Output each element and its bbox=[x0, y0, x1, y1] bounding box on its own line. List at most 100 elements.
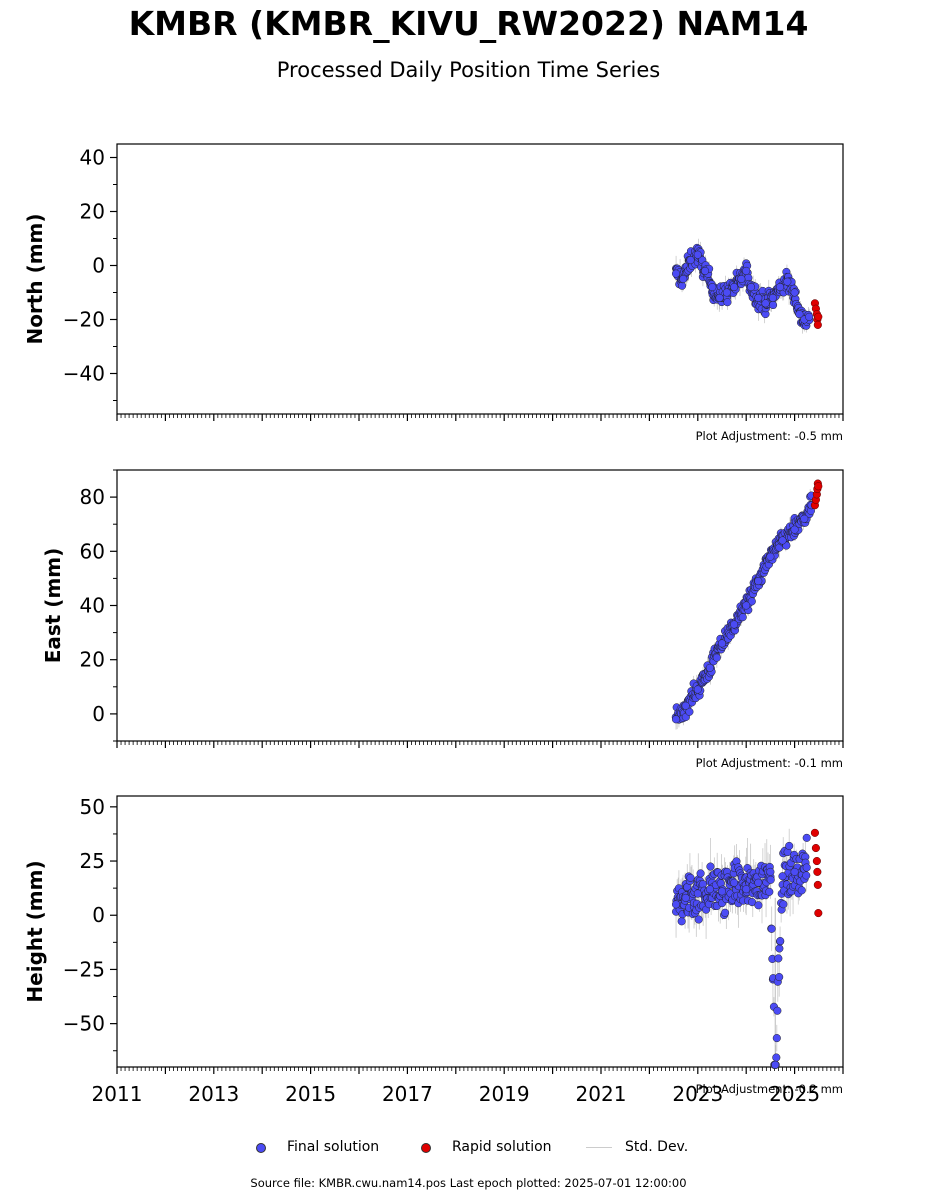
height-final-point bbox=[802, 871, 811, 880]
height-y-tick-label: −25 bbox=[63, 957, 105, 981]
north-final-point bbox=[746, 283, 756, 292]
x-tick-label: 2011 bbox=[92, 1082, 143, 1106]
east-final-point bbox=[730, 620, 739, 629]
final-solution-marker bbox=[256, 1143, 266, 1153]
height-final-point bbox=[696, 869, 705, 878]
height-axis-label: Height (mm) bbox=[23, 860, 47, 1002]
height-final-point bbox=[765, 887, 774, 896]
height-final-point bbox=[772, 1034, 781, 1043]
north-y-tick-label: −40 bbox=[63, 362, 105, 386]
height-y-tick-label: 0 bbox=[92, 903, 105, 927]
x-tick-label: 2021 bbox=[576, 1082, 627, 1106]
height-final-point bbox=[767, 924, 776, 933]
rapid-solution-marker bbox=[421, 1143, 431, 1153]
east-plot-adjustment: Plot Adjustment: -0.1 mm bbox=[696, 756, 843, 770]
east-final-point bbox=[671, 715, 681, 724]
north-final-point bbox=[776, 283, 785, 292]
height-final-point bbox=[778, 872, 787, 881]
north-y-tick-label: −20 bbox=[63, 308, 105, 332]
north-final-point bbox=[686, 256, 695, 265]
height-final-point bbox=[773, 1006, 782, 1015]
chart-title: KMBR (KMBR_KIVU_RW2022) NAM14 bbox=[128, 4, 809, 43]
north-final-point bbox=[790, 288, 799, 297]
north-rapid-point bbox=[814, 312, 823, 321]
north-final-point bbox=[730, 283, 739, 292]
east-final-point bbox=[717, 639, 727, 648]
x-tick-label: 2023 bbox=[672, 1082, 723, 1106]
height-plot-adjustment: Plot Adjustment: -0.2 mm bbox=[696, 1082, 843, 1096]
east-final-point bbox=[766, 552, 775, 561]
east-final-point bbox=[712, 653, 721, 662]
east-rapid-point bbox=[814, 482, 823, 491]
north-final-point bbox=[737, 274, 746, 284]
height-final-point bbox=[785, 841, 794, 850]
north-final-point bbox=[768, 293, 777, 302]
east-final-point bbox=[754, 577, 763, 586]
east-final-point bbox=[705, 663, 714, 672]
north-final-point bbox=[754, 293, 763, 302]
legend-rapid-label: Rapid solution bbox=[452, 1139, 552, 1155]
height-final-point bbox=[775, 944, 784, 953]
height-final-point bbox=[686, 873, 695, 882]
east-final-point bbox=[800, 514, 809, 523]
north-final-point bbox=[769, 300, 778, 310]
legend: Final solution Rapid solution Std. Dev. bbox=[0, 1136, 937, 1158]
height-final-point bbox=[671, 900, 681, 909]
source-footer: Source file: KMBR.cwu.nam14.pos Last epo… bbox=[250, 1176, 687, 1190]
north-final-point bbox=[715, 293, 724, 302]
legend-stddev-label: Std. Dev. bbox=[625, 1139, 689, 1155]
north-final-point bbox=[693, 250, 702, 259]
height-final-point bbox=[705, 885, 714, 894]
east-final-point bbox=[790, 525, 799, 534]
east-y-tick-label: 80 bbox=[80, 485, 105, 509]
height-final-point bbox=[677, 917, 686, 926]
east-axis-label: East (mm) bbox=[41, 548, 65, 664]
height-rapid-point bbox=[810, 828, 819, 837]
east-y-tick-label: 60 bbox=[80, 539, 105, 563]
height-final-point bbox=[721, 908, 730, 917]
east-y-tick-label: 40 bbox=[80, 594, 105, 618]
height-final-point bbox=[779, 900, 788, 909]
north-plot-adjustment: Plot Adjustment: -0.5 mm bbox=[696, 429, 843, 443]
height-rapid-point bbox=[813, 867, 822, 876]
x-tick-label: 2019 bbox=[479, 1082, 530, 1106]
height-y-tick-label: −50 bbox=[63, 1012, 105, 1036]
stddev-line-marker bbox=[586, 1147, 612, 1148]
east-y-tick-label: 0 bbox=[92, 702, 105, 726]
east-final-point bbox=[693, 685, 702, 694]
height-y-tick-label: 25 bbox=[80, 849, 105, 873]
chart-subtitle: Processed Daily Position Time Series bbox=[276, 58, 661, 82]
height-final-point bbox=[802, 833, 811, 842]
height-final-point bbox=[774, 954, 783, 963]
height-rapid-point bbox=[813, 880, 822, 889]
height-final-point bbox=[771, 1060, 780, 1069]
height-rapid-point bbox=[811, 843, 820, 853]
height-final-point bbox=[717, 887, 727, 896]
north-final-point bbox=[742, 266, 751, 275]
height-y-tick-label: 50 bbox=[80, 795, 105, 819]
east-plot-frame bbox=[116, 469, 844, 742]
height-final-point bbox=[754, 901, 763, 910]
north-final-point bbox=[723, 298, 732, 307]
north-rapid-point bbox=[813, 320, 822, 329]
height-final-point bbox=[802, 863, 811, 872]
north-final-point bbox=[679, 274, 688, 284]
north-final-point bbox=[805, 312, 814, 321]
height-rapid-point bbox=[812, 856, 821, 866]
east-final-point bbox=[738, 613, 747, 622]
north-y-tick-label: 20 bbox=[80, 200, 105, 224]
north-final-point bbox=[671, 269, 681, 278]
height-final-point bbox=[730, 878, 739, 887]
east-y-tick-label: 20 bbox=[80, 648, 105, 672]
height-rapid-point bbox=[814, 909, 823, 918]
x-tick-label: 2015 bbox=[285, 1082, 336, 1106]
east-final-point bbox=[681, 701, 690, 710]
height-final-point bbox=[706, 862, 715, 871]
height-final-point bbox=[772, 1053, 781, 1062]
north-final-point bbox=[795, 310, 804, 319]
east-final-point bbox=[742, 601, 751, 610]
north-y-tick-label: 0 bbox=[92, 254, 105, 278]
height-final-point bbox=[742, 885, 751, 894]
x-tick-label: 2017 bbox=[382, 1082, 433, 1106]
height-final-point bbox=[790, 867, 799, 876]
